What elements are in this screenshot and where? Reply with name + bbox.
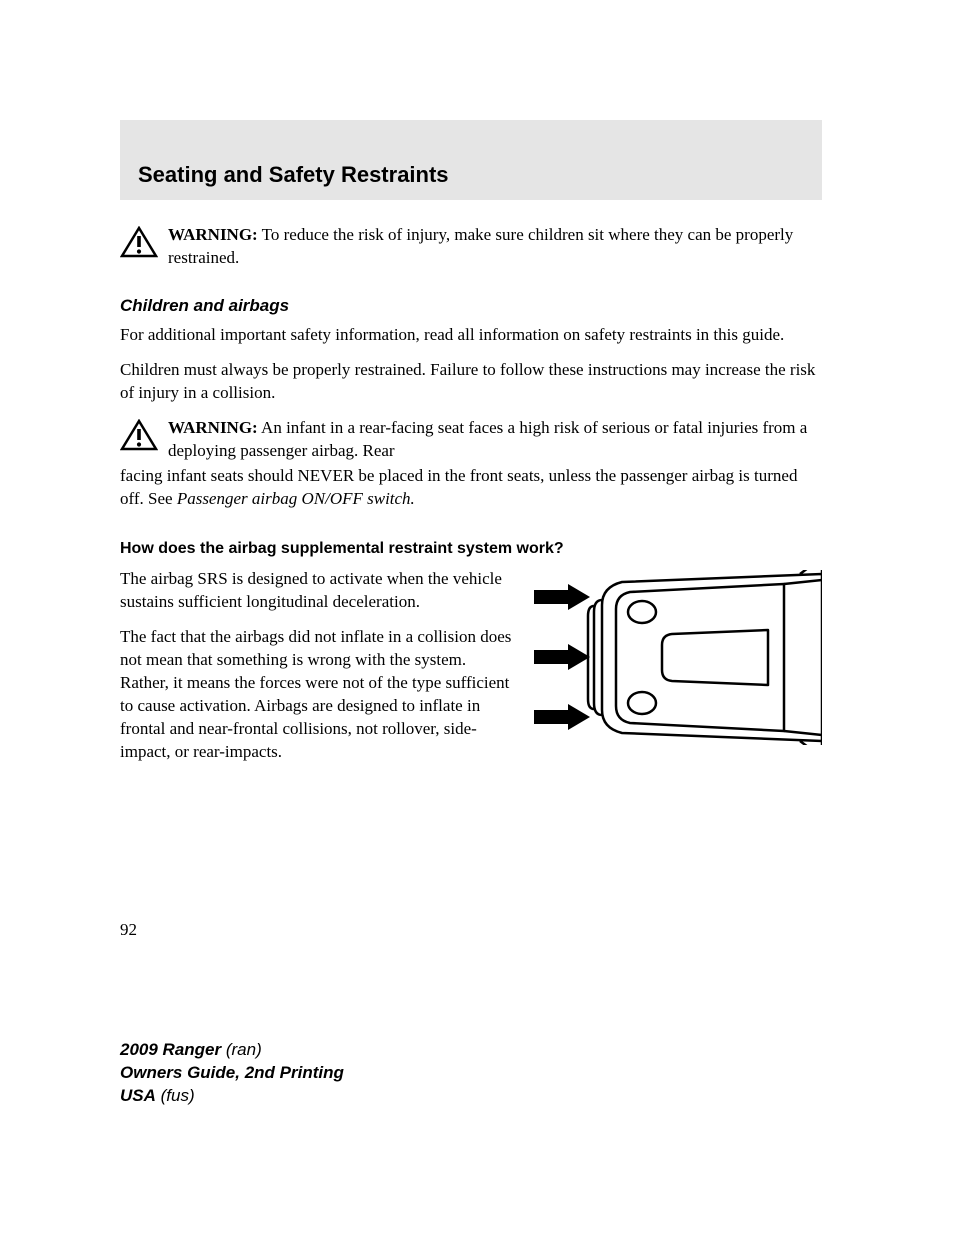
footer-model-code: (ran)	[221, 1040, 262, 1059]
footer: 2009 Ranger (ran) Owners Guide, 2nd Prin…	[120, 1039, 344, 1108]
warning-label: WARNING:	[168, 225, 258, 244]
footer-line-1: 2009 Ranger (ran)	[120, 1039, 344, 1062]
footer-line-2: Owners Guide, 2nd Printing	[120, 1062, 344, 1085]
vehicle-front-impact-diagram	[532, 570, 822, 750]
footer-model: 2009 Ranger	[120, 1040, 221, 1059]
warning-row: WARNING: An infant in a rear-facing seat…	[120, 417, 822, 463]
warning-label: WARNING:	[168, 418, 258, 437]
paragraph: Children must always be properly restrai…	[120, 359, 822, 405]
warning-triangle-icon	[120, 226, 158, 263]
warning-row: WARNING: To reduce the risk of injury, m…	[120, 224, 822, 270]
section-header-band: Seating and Safety Restraints	[120, 120, 822, 200]
warning-continuation-italic: Passenger airbag ON/OFF switch.	[177, 489, 415, 508]
subheading-how-airbag-works: How does the airbag supplemental restrai…	[120, 540, 822, 558]
footer-region-code: (fus)	[156, 1086, 195, 1105]
subheading-children-airbags: Children and airbags	[120, 296, 822, 316]
warning-triangle-icon	[120, 419, 158, 456]
section-title: Seating and Safety Restraints	[138, 162, 822, 188]
warning-text: WARNING: An infant in a rear-facing seat…	[168, 417, 822, 463]
wrap-block: The airbag SRS is designed to activate w…	[120, 568, 822, 776]
paragraph: For additional important safety informat…	[120, 324, 822, 347]
warning-body: To reduce the risk of injury, make sure …	[168, 225, 793, 267]
page: Seating and Safety Restraints WARNING: T…	[0, 0, 954, 1235]
warning-body: An infant in a rear-facing seat faces a …	[168, 418, 807, 460]
warning-box: WARNING: To reduce the risk of injury, m…	[120, 224, 822, 270]
page-number: 92	[120, 920, 137, 940]
warning-continuation: facing infant seats should NEVER be plac…	[120, 465, 822, 511]
warning-text: WARNING: To reduce the risk of injury, m…	[168, 224, 822, 270]
content-area: WARNING: To reduce the risk of injury, m…	[120, 218, 822, 776]
footer-region: USA	[120, 1086, 156, 1105]
warning-box: WARNING: An infant in a rear-facing seat…	[120, 417, 822, 511]
footer-line-3: USA (fus)	[120, 1085, 344, 1108]
